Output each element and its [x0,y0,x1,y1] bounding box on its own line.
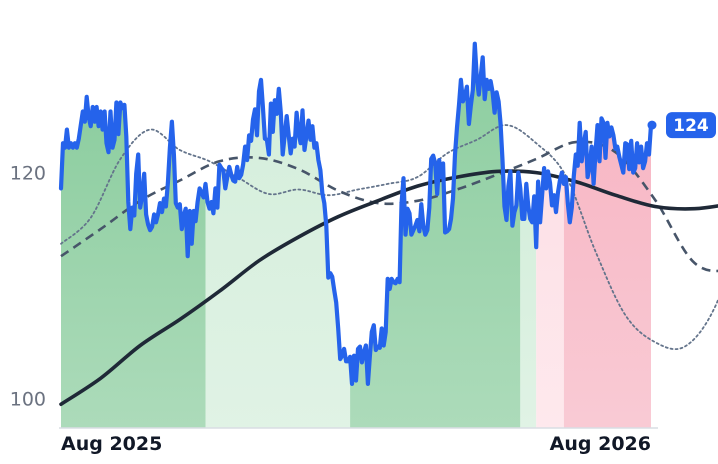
y-tick-label: 120 [10,163,46,185]
last-value-badge-bg [666,112,716,139]
price-series [58,41,654,386]
last-value-label: 124 [673,116,709,136]
region-down-light [536,168,564,428]
region-up-dark [350,43,521,428]
x-axis: Aug 2025 Aug 2026 [61,433,651,455]
y-axis: 100 120 [10,163,46,411]
region-down-dark [563,118,651,429]
x-tick-label-start: Aug 2025 [61,433,162,455]
mid-moving-average-line [60,140,718,273]
last-value-badge: 124 [666,112,716,139]
moving-averages [59,124,718,407]
price-line [58,41,654,386]
fast-moving-average-line [60,124,718,350]
slow-moving-average-line [59,169,718,407]
x-tick-label-end: Aug 2026 [550,433,651,455]
region-up-light [205,79,351,429]
y-tick-label: 100 [10,389,46,411]
region-up-light [520,183,537,428]
region-up-dark [61,96,206,429]
last-value-dot [647,120,657,130]
